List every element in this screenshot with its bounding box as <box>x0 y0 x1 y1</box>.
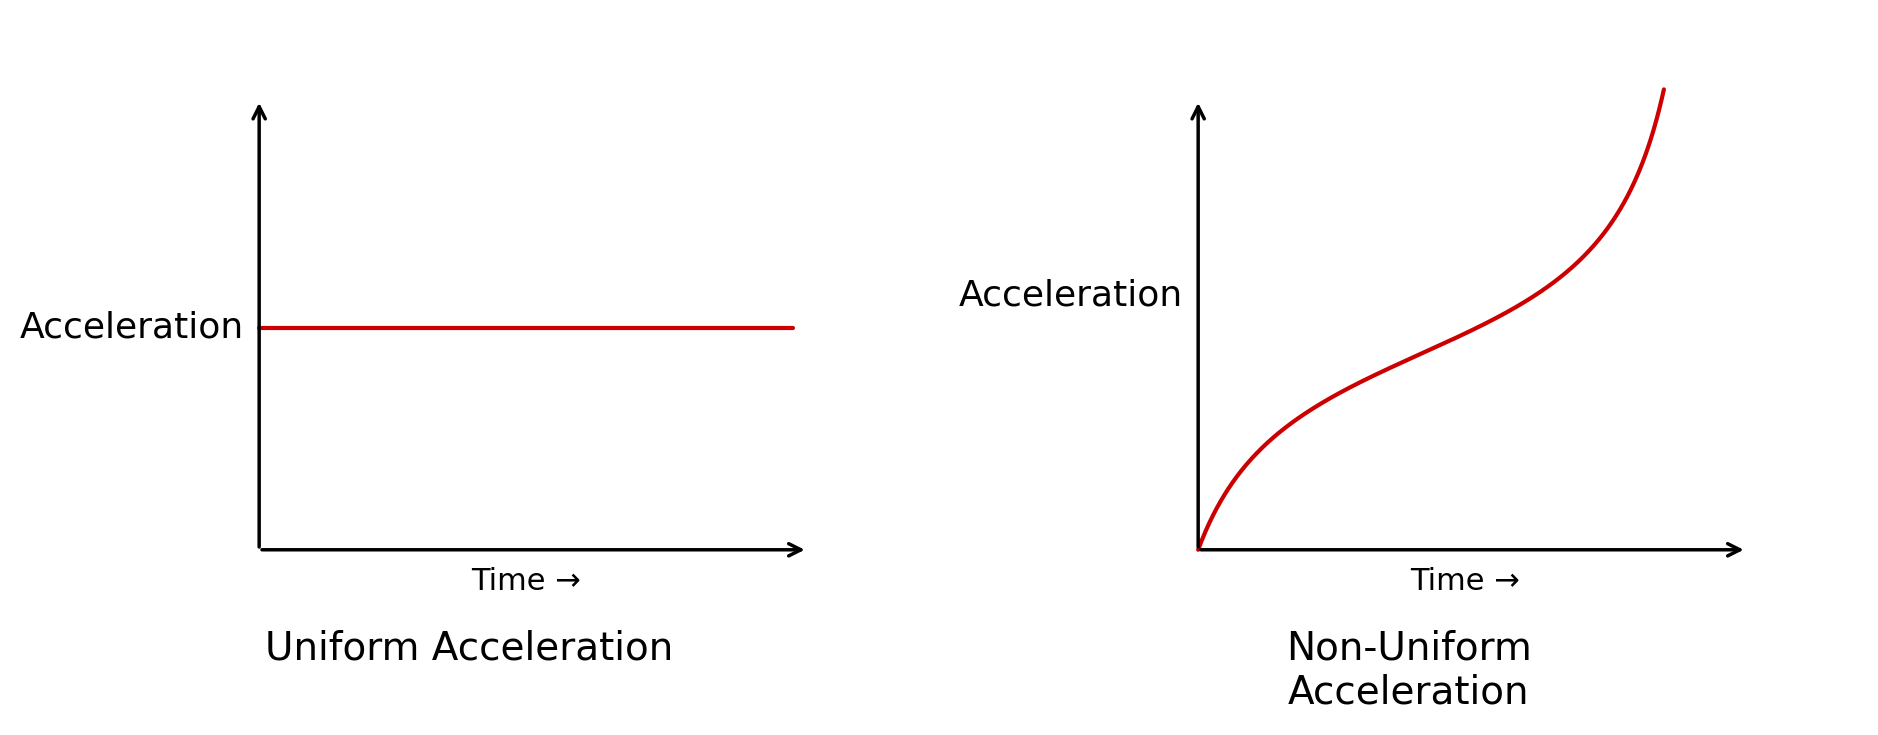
Text: Acceleration: Acceleration <box>21 310 244 345</box>
Text: Time →: Time → <box>471 567 580 596</box>
Text: Acceleration: Acceleration <box>960 279 1183 313</box>
Text: Non-Uniform
Acceleration: Non-Uniform Acceleration <box>1286 629 1531 711</box>
Text: Time →: Time → <box>1410 567 1519 596</box>
Text: Uniform Acceleration: Uniform Acceleration <box>265 629 674 667</box>
